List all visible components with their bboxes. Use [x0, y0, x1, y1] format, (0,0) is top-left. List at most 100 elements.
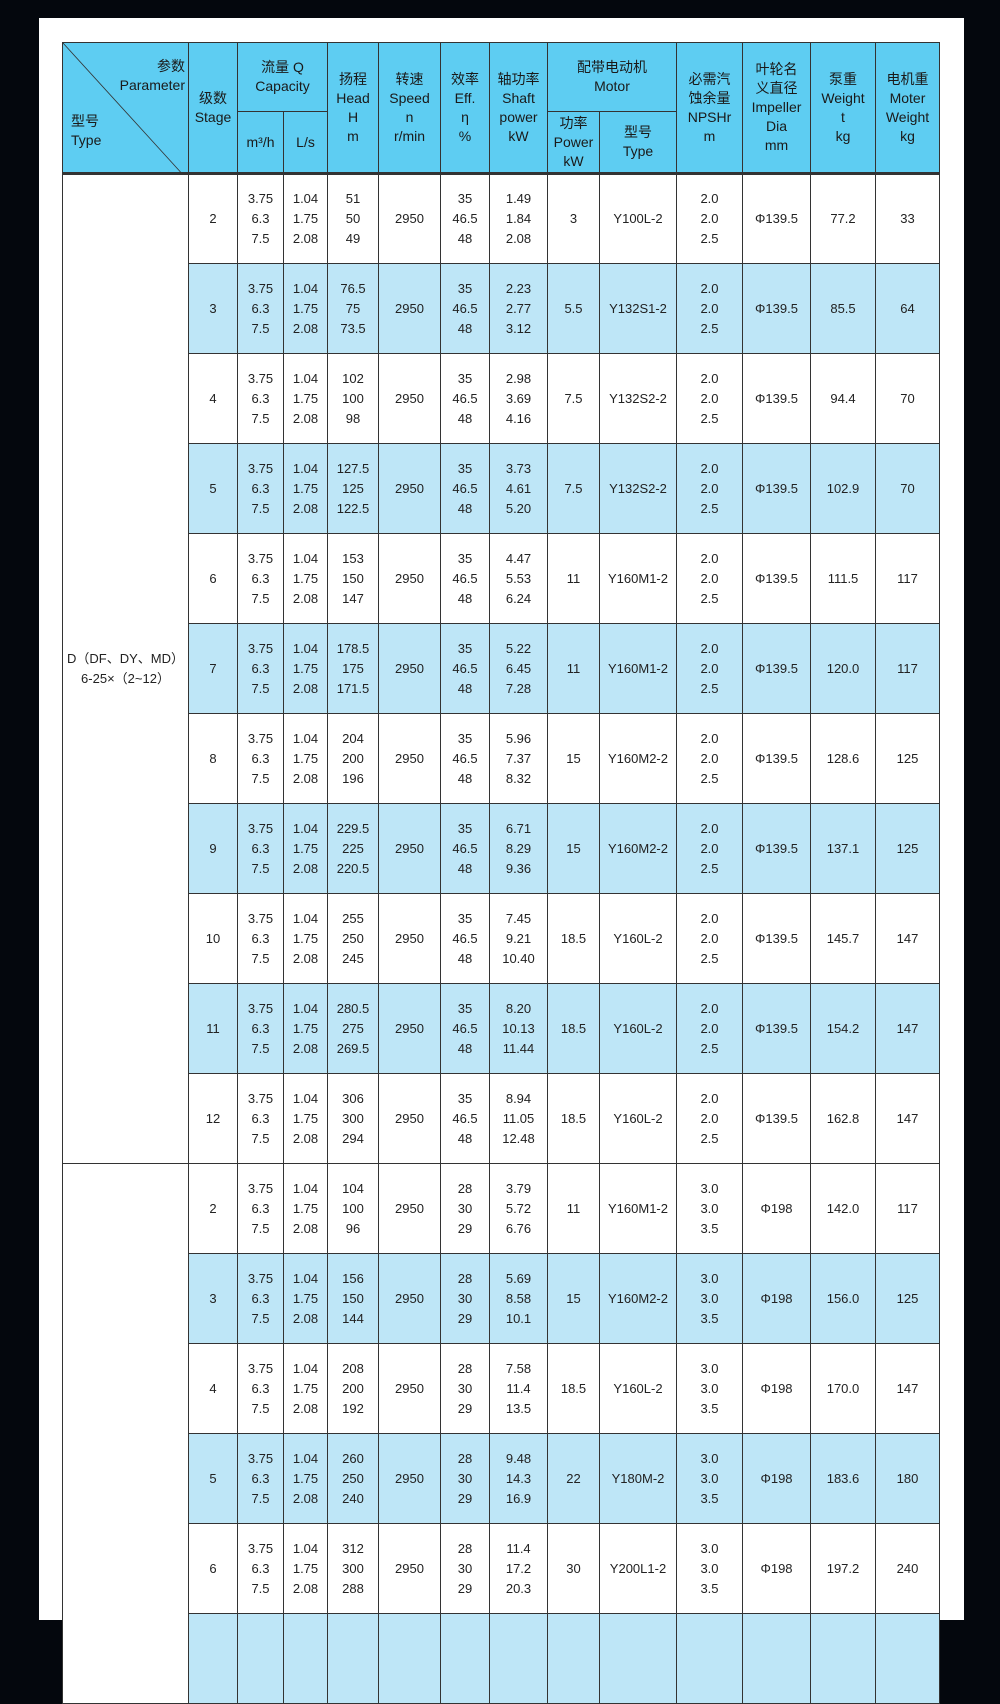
cell-npsh: 2.0 2.0 2.5 [676, 353, 743, 444]
cell-eff: 35 46.5 48 [440, 893, 490, 984]
cell-power: 18.5 [547, 1073, 600, 1164]
cell-stage [188, 1613, 238, 1704]
cell-speed: 2950 [378, 443, 441, 534]
cell-power: 5.5 [547, 263, 600, 354]
cell-weight: 137.1 [810, 803, 876, 894]
cell-npsh: 3.0 3.0 3.5 [676, 1253, 743, 1344]
cell-stage: 9 [188, 803, 238, 894]
cell-power: 3 [547, 173, 600, 264]
cell-npsh: 3.0 3.0 3.5 [676, 1523, 743, 1614]
cell-stage: 6 [188, 533, 238, 624]
cell-speed: 2950 [378, 1073, 441, 1164]
cell-weight: 156.0 [810, 1253, 876, 1344]
cell-q: 3.75 6.3 7.5 [237, 983, 284, 1074]
cell-impeller: Φ139.5 [742, 263, 811, 354]
cell-q: 3.75 6.3 7.5 [237, 1523, 284, 1614]
cell-speed: 2950 [378, 1163, 441, 1254]
cell-shaft: 7.58 11.4 13.5 [489, 1343, 548, 1434]
cell-eff: 35 46.5 48 [440, 983, 490, 1074]
cell-head: 156 150 144 [327, 1253, 379, 1344]
table-row: 4 3.75 6.3 7.5 1.04 1.75 2.08 102 100 98 2950 35 46.… [63, 353, 940, 444]
cell-motor: Y200L1-2 [599, 1523, 677, 1614]
cell-motor: Y180M-2 [599, 1433, 677, 1524]
cell-speed: 2950 [378, 1253, 441, 1344]
table-row: 3 3.75 6.3 7.5 1.04 1.75 2.08 156 150 144 2950 28 30… [63, 1253, 940, 1344]
cell-motor: Y160M1-2 [599, 533, 677, 624]
cell-npsh: 3.0 3.0 3.5 [676, 1163, 743, 1254]
cell-impeller: Φ139.5 [742, 443, 811, 534]
cell-stage: 2 [188, 1163, 238, 1254]
cell-impeller: Φ139.5 [742, 713, 811, 804]
cell-shaft: 5.69 8.58 10.1 [489, 1253, 548, 1344]
cell-stage: 12 [188, 1073, 238, 1164]
cell-shaft: 3.79 5.72 6.76 [489, 1163, 548, 1254]
cell-motor: Y160M1-2 [599, 1163, 677, 1254]
header-pump-weight: 泵重 Weight t kg [810, 42, 876, 175]
table-row: 6 3.75 6.3 7.5 1.04 1.75 2.08 312 300 288 2950 28 30… [63, 1523, 940, 1614]
cell-ls: 1.04 1.75 2.08 [283, 803, 328, 894]
cell-motor [599, 1613, 677, 1704]
header-motor-type: 型号 Type [599, 111, 677, 175]
cell-impeller: Φ198 [742, 1433, 811, 1524]
cell-motor-weight: 33 [875, 173, 940, 264]
cell-npsh: 2.0 2.0 2.5 [676, 263, 743, 354]
cell-ls: 1.04 1.75 2.08 [283, 1073, 328, 1164]
cell-weight [810, 1613, 876, 1704]
cell-ls: 1.04 1.75 2.08 [283, 1163, 328, 1254]
table-body: D（DF、DY、MD） 6-25×（2~12） 2 3.75 6.3 7.5 1.04 1.7… [62, 173, 940, 1704]
cell-q: 3.75 6.3 7.5 [237, 1343, 284, 1434]
cell-q: 3.75 6.3 7.5 [237, 173, 284, 264]
header-parameter: 参数 Parameter [119, 58, 185, 93]
header-speed: 转速 Speed n r/min [378, 42, 441, 175]
cell-motor: Y160L-2 [599, 1343, 677, 1434]
cell-q: 3.75 6.3 7.5 [237, 1163, 284, 1254]
table-row: 11 3.75 6.3 7.5 1.04 1.75 2.08 280.5 275 269.5 295… [63, 983, 940, 1074]
cell-shaft: 3.73 4.61 5.20 [489, 443, 548, 534]
cell-ls: 1.04 1.75 2.08 [283, 1343, 328, 1434]
cell-motor-weight: 147 [875, 983, 940, 1074]
cell-npsh [676, 1613, 743, 1704]
cell-motor: Y132S2-2 [599, 353, 677, 444]
cell-q: 3.75 6.3 7.5 [237, 443, 284, 534]
cell-shaft: 8.94 11.05 12.48 [489, 1073, 548, 1164]
cell-speed: 2950 [378, 893, 441, 984]
cell-motor-weight: 240 [875, 1523, 940, 1614]
cell-ls: 1.04 1.75 2.08 [283, 533, 328, 624]
cell-impeller: Φ198 [742, 1253, 811, 1344]
cell-eff: 28 30 29 [440, 1433, 490, 1524]
cell-power: 18.5 [547, 983, 600, 1074]
cell-motor: Y160L-2 [599, 893, 677, 984]
cell-shaft: 11.4 17.2 20.3 [489, 1523, 548, 1614]
cell-stage: 7 [188, 623, 238, 714]
cell-power: 11 [547, 1163, 600, 1254]
table-row: 8 3.75 6.3 7.5 1.04 1.75 2.08 204 200 196 2950 35 46… [63, 713, 940, 804]
cell-head: 312 300 288 [327, 1523, 379, 1614]
cell-ls: 1.04 1.75 2.08 [283, 623, 328, 714]
cell-q: 3.75 6.3 7.5 [237, 713, 284, 804]
cell-impeller: Φ139.5 [742, 173, 811, 264]
cell-ls: 1.04 1.75 2.08 [283, 353, 328, 444]
pump-spec-table: 参数 Parameter 型号 Type 级数 Stage 流量 Q Capacity … [62, 42, 940, 1704]
table-row: 3 3.75 6.3 7.5 1.04 1.75 2.08 76.5 75 73.5 2950 35 4… [63, 263, 940, 354]
cell-stage: 4 [188, 353, 238, 444]
cell-q: 3.75 6.3 7.5 [237, 353, 284, 444]
cell-impeller: Φ198 [742, 1523, 811, 1614]
cell-motor-weight: 125 [875, 713, 940, 804]
cell-motor-weight: 147 [875, 1073, 940, 1164]
cell-shaft: 9.48 14.3 16.9 [489, 1433, 548, 1524]
header-unit-ls: L/s [283, 111, 328, 175]
cell-ls: 1.04 1.75 2.08 [283, 263, 328, 354]
cell-shaft: 2.98 3.69 4.16 [489, 353, 548, 444]
model-type-cell [62, 1163, 189, 1704]
cell-head: 104 100 96 [327, 1163, 379, 1254]
cell-power: 15 [547, 1253, 600, 1344]
cell-stage: 4 [188, 1343, 238, 1434]
cell-motor-weight: 147 [875, 893, 940, 984]
cell-impeller: Φ198 [742, 1163, 811, 1254]
cell-speed: 2950 [378, 713, 441, 804]
table-row: 2 3.75 6.3 7.5 1.04 1.75 2.08 104 100 96 2950 28 30 2… [62, 1163, 940, 1704]
cell-ls: 1.04 1.75 2.08 [283, 173, 328, 264]
cell-stage: 3 [188, 263, 238, 354]
cell-speed: 2950 [378, 353, 441, 444]
header-shaft-power: 轴功率 Shaft power kW [489, 42, 548, 175]
